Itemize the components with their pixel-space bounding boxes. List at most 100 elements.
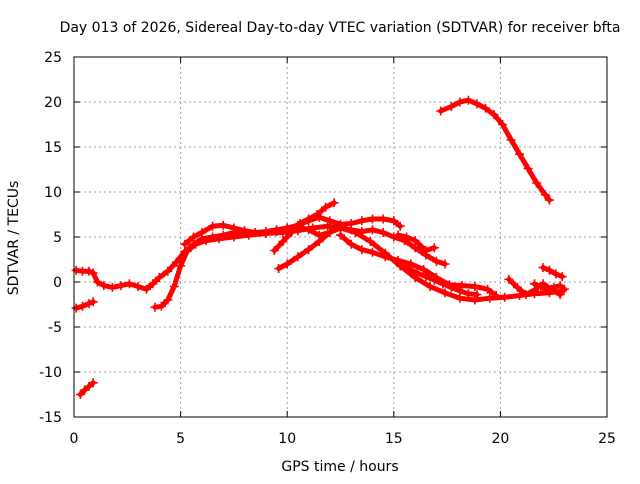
y-tick-label: 25 [44, 50, 62, 66]
y-tick-label: 5 [53, 230, 62, 246]
data-point [421, 246, 431, 255]
data-point [544, 265, 554, 275]
data-point [282, 259, 292, 269]
y-axis-label: SDTVAR / TECUs [6, 181, 22, 296]
data-point [542, 285, 552, 295]
data-point [116, 281, 126, 291]
data-point [346, 225, 356, 235]
data-point [357, 216, 367, 226]
data-point [515, 291, 525, 300]
data-point [88, 268, 98, 278]
data-point [333, 220, 343, 230]
data-point [314, 237, 324, 246]
data-point [551, 269, 561, 279]
data-point [463, 289, 473, 299]
data-point [124, 279, 134, 289]
series-trace [540, 265, 565, 280]
data-point [188, 232, 198, 242]
x-tick-label: 15 [385, 431, 403, 447]
data-point [436, 106, 446, 116]
data-point [440, 288, 450, 298]
data-point [506, 135, 516, 145]
data-point [329, 198, 339, 208]
data-point [483, 284, 493, 294]
data-point [357, 227, 367, 237]
data-point [214, 234, 224, 244]
series-track-6 [336, 230, 501, 300]
data-point [182, 246, 192, 256]
y-tick-label: 20 [44, 95, 62, 111]
data-point [485, 293, 495, 303]
data-point [419, 264, 429, 274]
data-point [156, 301, 166, 311]
data-point [278, 237, 288, 246]
data-point [530, 279, 540, 289]
data-point [229, 223, 239, 233]
series-track-11 [530, 279, 569, 295]
data-point [336, 230, 345, 240]
data-point [304, 245, 314, 255]
data-point [346, 239, 356, 249]
data-point [208, 221, 218, 231]
data-point [169, 282, 179, 291]
data-point [429, 275, 439, 285]
x-tick-label: 0 [70, 431, 79, 447]
data-point [523, 164, 533, 174]
data-point [141, 284, 151, 294]
data-point [197, 228, 207, 237]
data-point [176, 261, 186, 271]
data-point [472, 99, 482, 109]
data-point [92, 277, 102, 287]
x-tick-label: 5 [176, 431, 185, 447]
data-point [410, 236, 420, 246]
x-axis-label: GPS time / hours [281, 459, 398, 475]
data-point [504, 274, 514, 284]
data-point [304, 214, 314, 224]
data-point [393, 230, 403, 240]
series-track-9 [436, 95, 554, 205]
data-point [421, 272, 431, 282]
data-point [515, 149, 525, 159]
data-point [446, 102, 456, 111]
data-point [365, 237, 375, 246]
data-point [154, 273, 164, 282]
data-point [321, 202, 331, 212]
data-point [402, 232, 412, 242]
data-point [180, 239, 190, 249]
data-point [412, 268, 422, 278]
data-point [425, 282, 435, 291]
data-point [463, 95, 473, 105]
data-point [357, 245, 367, 255]
data-point [446, 282, 456, 292]
data-point [218, 220, 228, 230]
series-trace [77, 380, 96, 397]
data-point [150, 302, 160, 312]
data-point [512, 282, 522, 292]
data-point [491, 291, 501, 300]
ticks: 0 5 10 15 20 25 -15 -10 -5 0 5 10 15 20 25 [39, 50, 616, 447]
data-point [269, 246, 279, 255]
data-point [133, 282, 143, 291]
data-point [191, 239, 201, 249]
y-tick-label: 15 [44, 140, 62, 156]
data-point [472, 290, 482, 300]
data-point [261, 228, 271, 238]
series-track-5 [274, 220, 343, 273]
data-point [286, 228, 296, 237]
data-point [489, 110, 499, 120]
series-track-12 [538, 263, 567, 282]
data-point [75, 390, 85, 399]
data-point [521, 290, 531, 300]
data-point [312, 210, 322, 219]
data-point [536, 282, 546, 291]
y-tick-label: -15 [39, 410, 62, 426]
data-point [304, 225, 314, 235]
data-point [380, 252, 390, 262]
data-point [498, 120, 508, 129]
data-point [293, 252, 303, 262]
y-tick-label: -5 [48, 320, 62, 336]
data-point [544, 195, 554, 205]
data-point [325, 228, 335, 237]
